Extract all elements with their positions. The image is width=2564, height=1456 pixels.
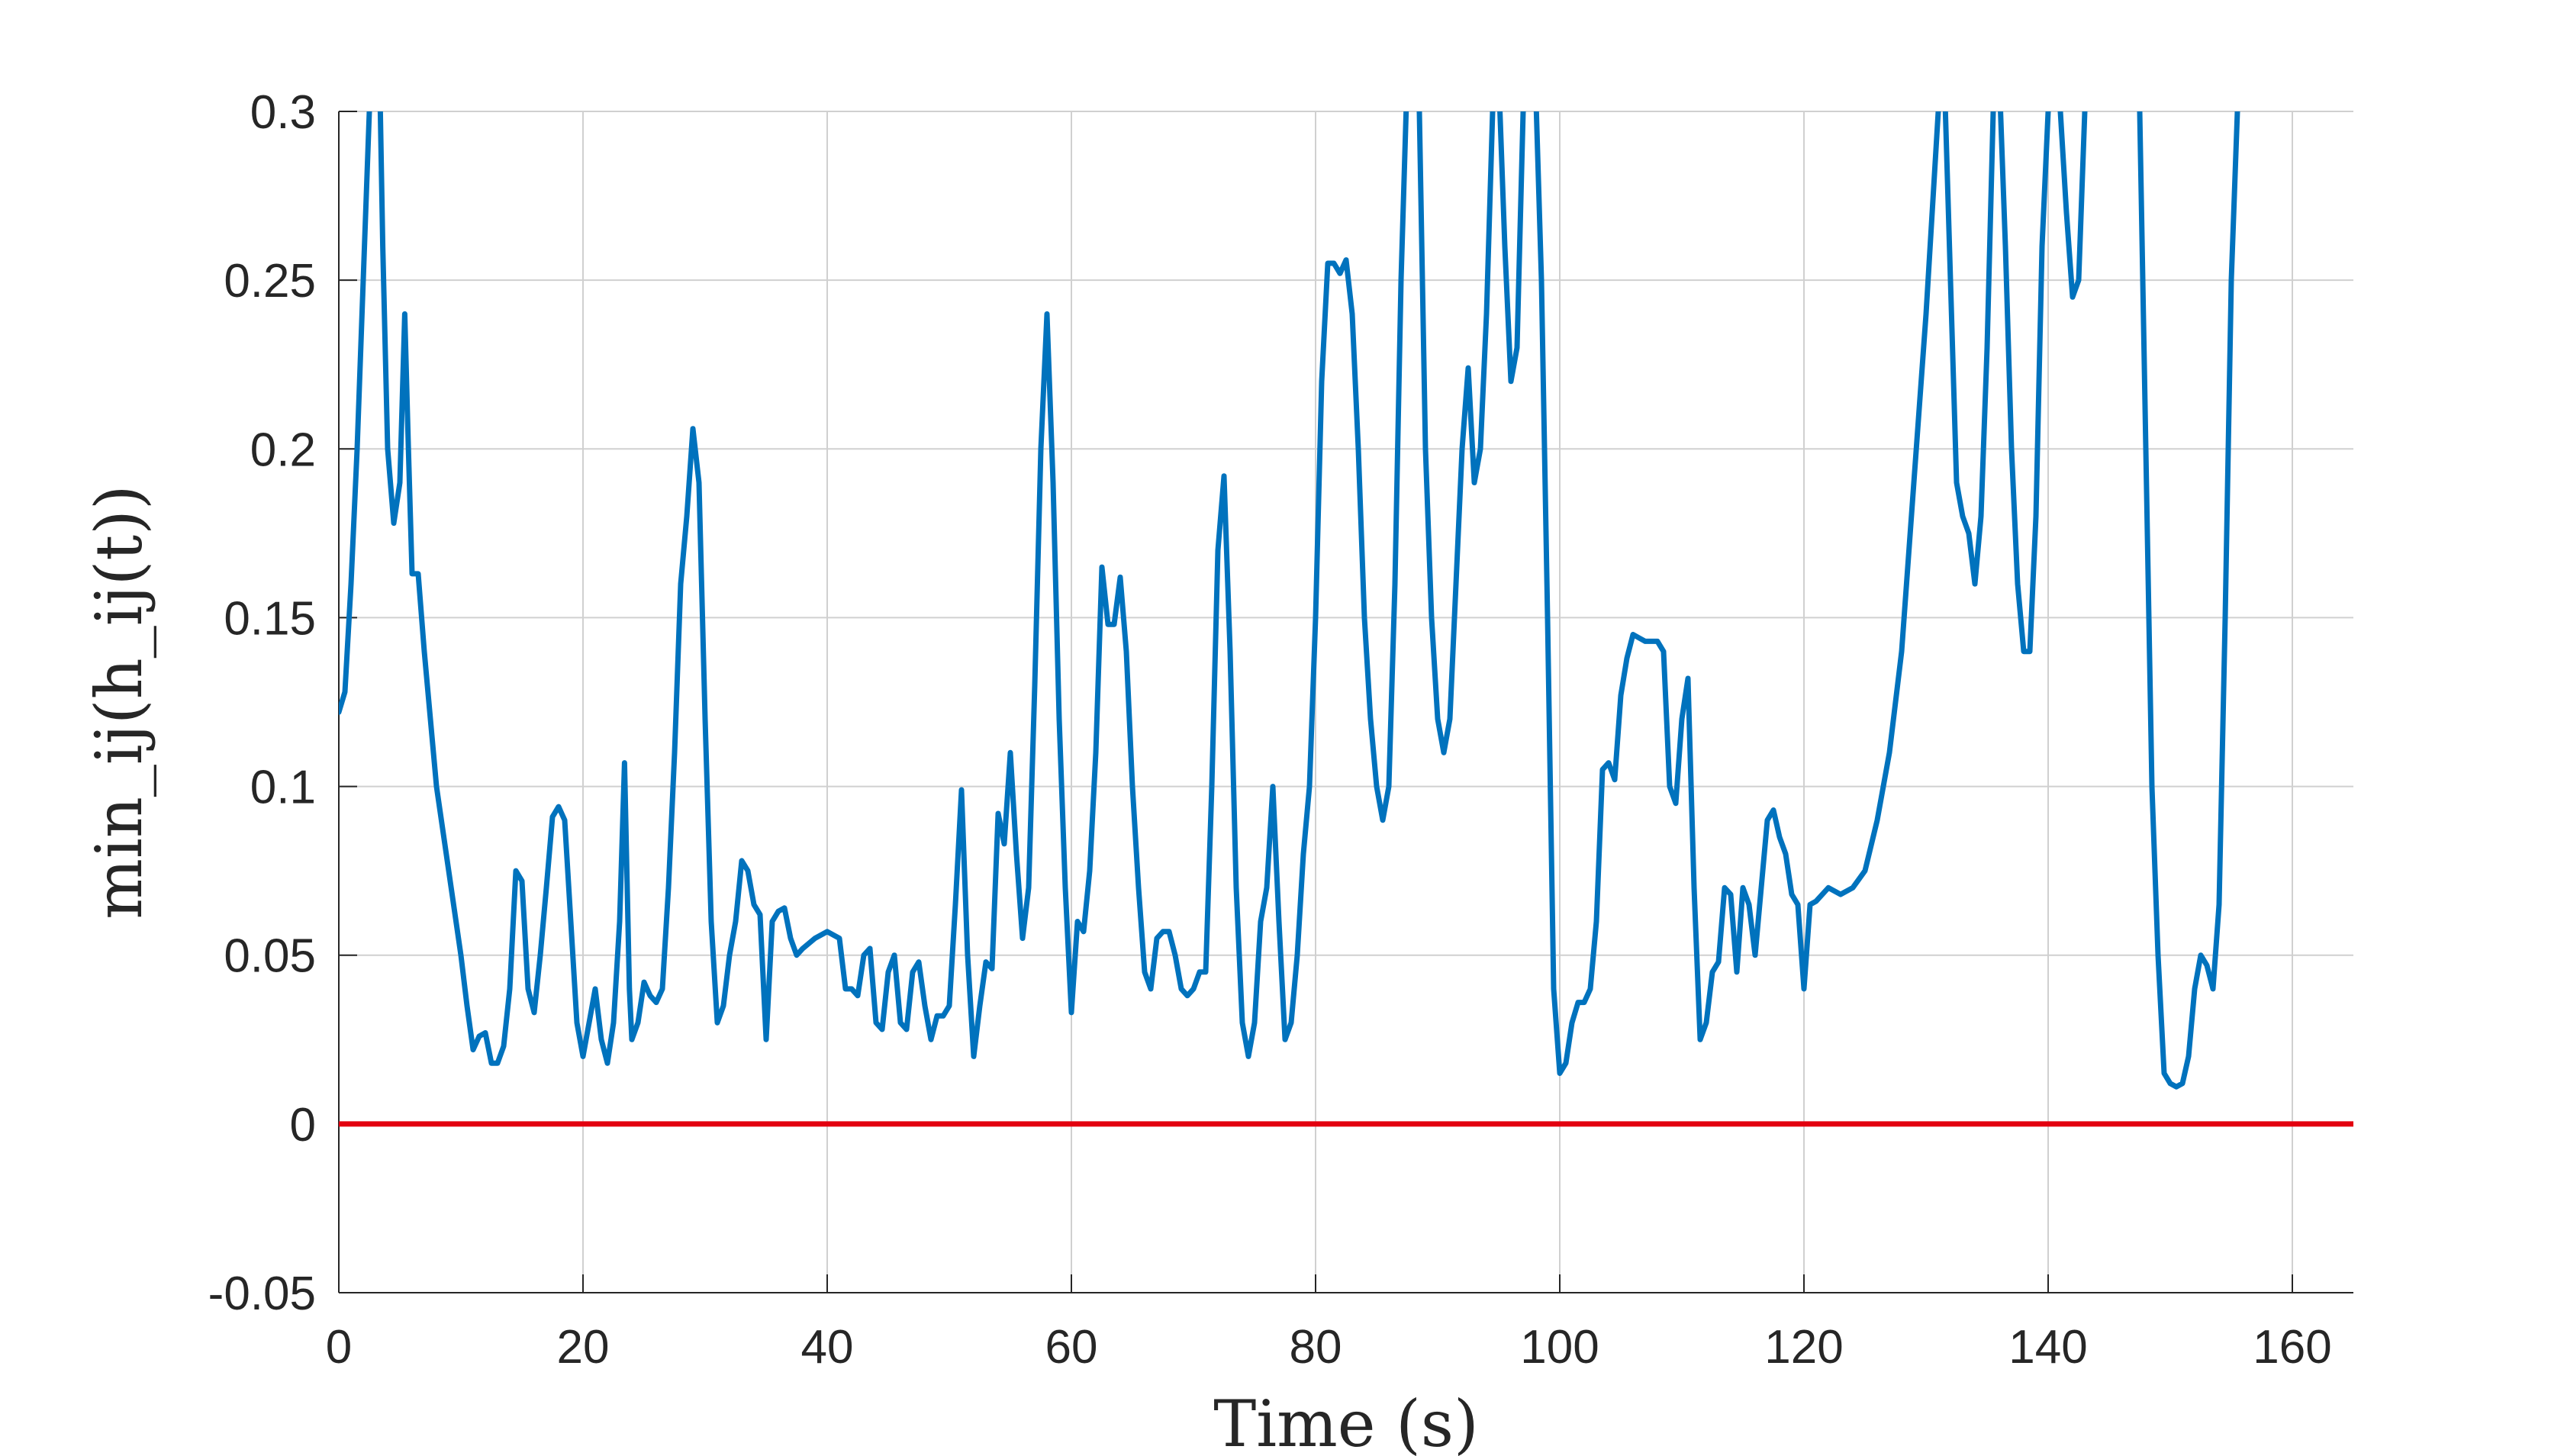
x-tick-label: 60 [1045, 1321, 1098, 1374]
y-tick-label: -0.05 [208, 1268, 316, 1320]
x-tick-label: 40 [801, 1321, 854, 1374]
series-line-blue [339, 111, 2240, 1090]
x-tick-label: 0 [326, 1321, 352, 1374]
y-tick-label: 0.2 [250, 424, 316, 476]
y-tick-label: 0.15 [224, 592, 316, 645]
x-axis-title: Time (s) [1213, 1387, 1479, 1456]
x-tick-labels: 0 20 40 60 80 100 120 140 160 [326, 1321, 2332, 1374]
y-tick-label: 0.05 [224, 930, 316, 983]
x-tick-label: 20 [557, 1321, 610, 1374]
x-tick-label: 160 [2253, 1321, 2331, 1374]
x-tick-label: 100 [1520, 1321, 1599, 1374]
plot-background [339, 111, 2353, 1293]
x-tick-label: 80 [1290, 1321, 1342, 1374]
y-tick-label: 0 [290, 1099, 316, 1152]
y-tick-label: 0.25 [224, 255, 316, 308]
x-tick-label: 120 [1764, 1321, 1843, 1374]
x-tick-label: 140 [2008, 1321, 2087, 1374]
plot-axes [338, 111, 2353, 1293]
series-layer [339, 111, 2353, 1127]
y-tick-label: 0.1 [250, 762, 316, 814]
y-axis-title: min_ij(h_ij(t)) [82, 485, 156, 919]
y-tick-labels: -0.05 0 0.05 0.1 0.15 0.2 0.25 0.3 [208, 86, 316, 1320]
y-tick-label: 0.3 [250, 86, 316, 139]
